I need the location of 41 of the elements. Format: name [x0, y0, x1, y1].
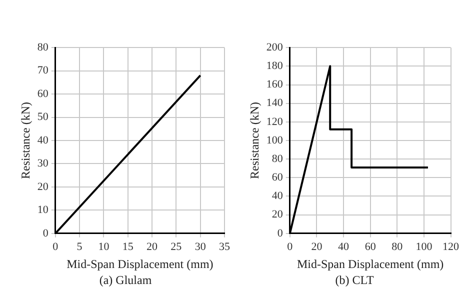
y-tick-label: 0 [277, 227, 284, 240]
y-axis-title: Resistance (kN) [247, 102, 262, 179]
x-tick-label: 15 [122, 240, 134, 253]
y-tick-label: 80 [37, 41, 49, 54]
y-tick-label: 0 [42, 227, 49, 240]
y-tick-label: 70 [37, 64, 49, 77]
x-axis-title: Mid-Span Displacement (mm) [297, 256, 444, 271]
y-tick-label: 160 [266, 78, 284, 91]
x-tick-label: 10 [98, 240, 110, 253]
x-tick-label: 120 [442, 240, 460, 253]
y-tick-label: 40 [37, 134, 49, 146]
x-tick-label: 25 [170, 240, 182, 253]
y-tick-label: 140 [266, 97, 284, 110]
text: (b) CLT [335, 273, 374, 288]
x-tick-label: 100 [416, 240, 433, 253]
y-tick-label: 10 [37, 204, 49, 216]
x-tick-label: 40 [338, 240, 350, 253]
y-tick-label: 200 [266, 41, 284, 54]
y-tick-label: 40 [272, 190, 284, 202]
x-tick-label: 60 [364, 240, 376, 253]
x-tick-label: 80 [392, 240, 404, 253]
y-tick-label: 20 [272, 208, 284, 221]
y-tick-label: 100 [266, 134, 284, 146]
y-tick-label: 120 [266, 116, 284, 128]
x-tick-label: 20 [311, 240, 323, 253]
y-tick-label: 80 [272, 152, 284, 165]
y-tick-label: 180 [266, 60, 284, 72]
x-tick-label: 30 [194, 240, 206, 253]
y-tick-label: 60 [272, 172, 284, 184]
x-tick-label: 5 [76, 240, 83, 253]
y-tick-label: 20 [37, 180, 49, 193]
x-tick-label: 35 [219, 240, 230, 253]
text: (a) Glulam [99, 273, 152, 288]
y-tick-label: 60 [37, 88, 49, 100]
y-axis-title: Resistance (kN) [18, 102, 32, 179]
x-axis-title: Mid-Span Displacement (mm) [66, 256, 214, 271]
x-tick-label: 0 [52, 240, 59, 253]
x-tick-label: 0 [287, 240, 294, 253]
y-tick-label: 50 [37, 111, 49, 124]
x-tick-label: 20 [146, 240, 158, 253]
y-tick-label: 30 [37, 158, 49, 170]
